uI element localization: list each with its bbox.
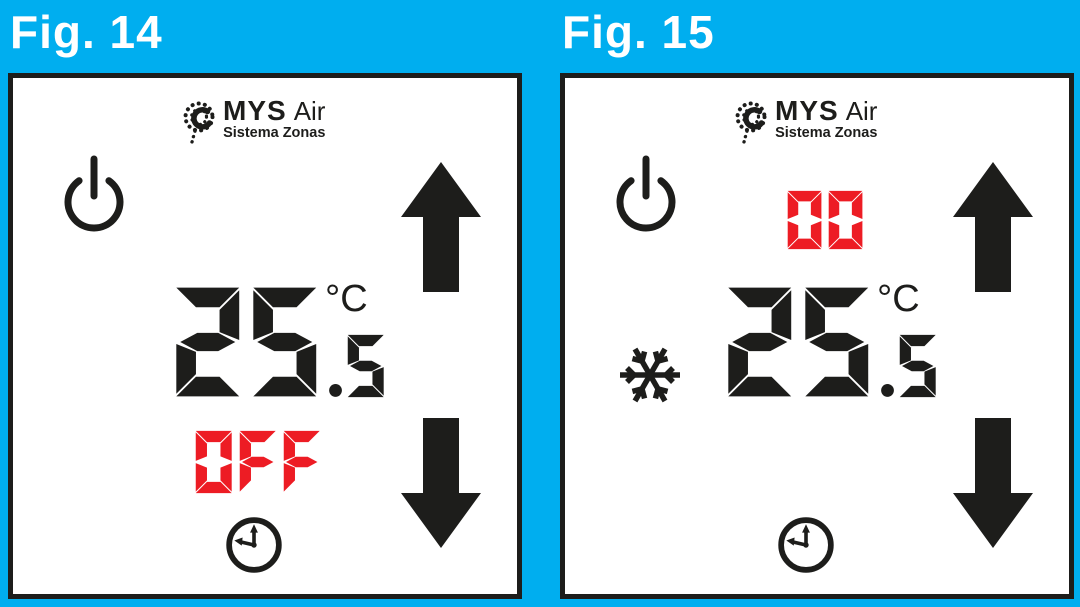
brand-subtitle: Sistema Zonas [775,125,878,141]
figure-15-label: Fig. 15 [562,6,715,58]
cool-mode-indicator [615,340,685,410]
temperature-down-button[interactable] [401,418,481,548]
temperature-down-button[interactable] [953,418,1033,548]
timer-clock-icon [778,517,834,573]
temperature-integer [727,286,880,398]
figure-14-label: Fig. 14 [10,6,163,58]
status-display-off [195,430,326,494]
arrow-up-icon [953,162,1033,292]
mys-knot-emblem-icon [735,101,767,146]
thermostat-panel-fig15: MYS Air Sistema Zonas [560,73,1074,599]
snowflake-icon [620,347,680,403]
brand-name: MYS [775,95,839,126]
brand-subtitle: Sistema Zonas [223,125,326,141]
temperature-display: °C [175,278,391,398]
timer-button[interactable] [777,516,835,574]
temperature-fraction [880,334,943,398]
brand-logo: MYS Air Sistema Zonas [733,95,878,148]
temperature-up-button[interactable] [953,162,1033,292]
timer-clock-icon [226,517,282,573]
power-button[interactable] [61,152,127,236]
timer-button[interactable] [225,516,283,574]
arrow-down-icon [953,418,1033,548]
temperature-integer [175,286,328,398]
power-icon [616,155,676,232]
temperature-unit: °C [325,278,368,320]
thermostat-panel-fig14: MYS Air Sistema Zonas °C [8,73,522,599]
arrow-up-icon [401,162,481,292]
status-display-timer [787,190,869,250]
temperature-up-button[interactable] [401,162,481,292]
mys-knot-emblem-icon [183,101,215,146]
brand-suffix: Air [845,96,878,126]
power-button[interactable] [613,152,679,236]
temperature-fraction [328,334,391,398]
brand-suffix: Air [293,96,326,126]
brand-logo: MYS Air Sistema Zonas [181,95,326,148]
temperature-display: °C [727,278,943,398]
power-icon [64,155,124,232]
arrow-down-icon [401,418,481,548]
temperature-unit: °C [877,278,920,320]
brand-name: MYS [223,95,287,126]
